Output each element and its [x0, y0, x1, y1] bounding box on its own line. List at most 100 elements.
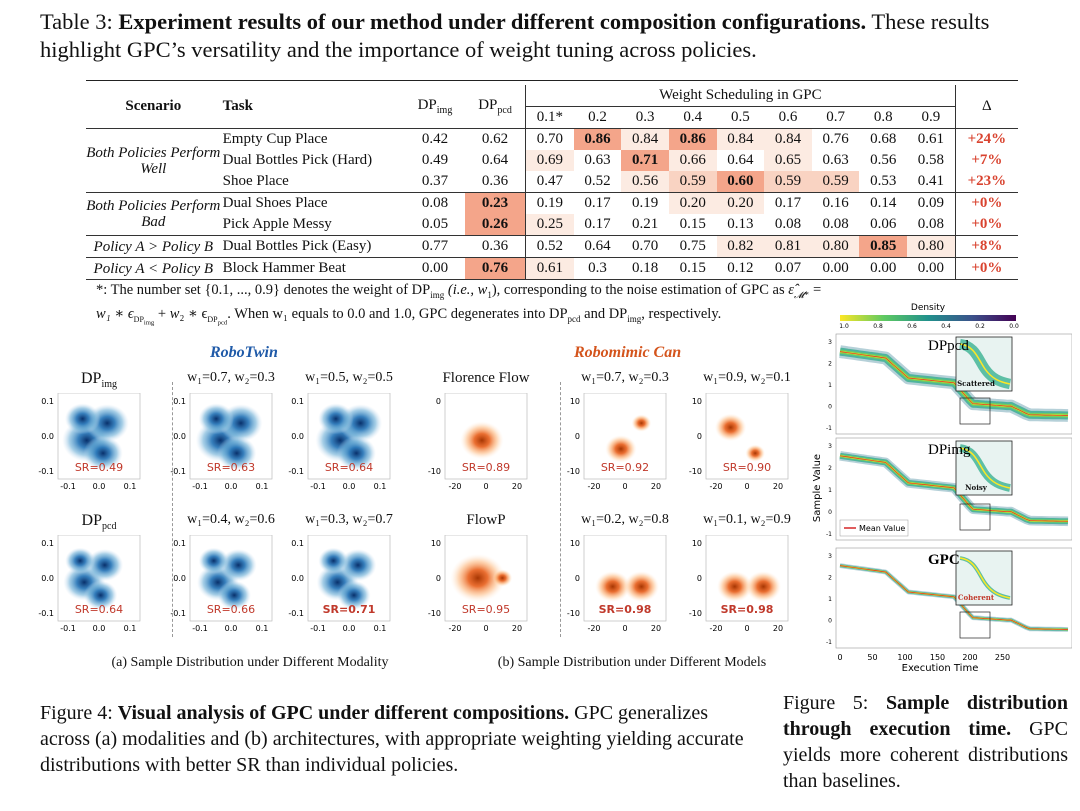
weight-cell: 0.52 [525, 235, 574, 258]
y-tick-label: 0 [436, 574, 441, 583]
y-tick-label: 1 [828, 487, 832, 494]
delta-cell: +7% [954, 150, 1018, 171]
weight-cell: 0.60 [716, 171, 765, 193]
delta-cell: +0% [954, 214, 1018, 236]
weight-cell: 0.56 [870, 152, 897, 168]
density-blob [492, 569, 513, 587]
col-dp-pcd: DPpcd [478, 97, 512, 116]
x-tick-label: 0.0 [93, 482, 106, 491]
weight-cell: 0.20 [716, 192, 765, 214]
robomimic-title: Robomimic Can [574, 344, 682, 361]
x-tick-label: -0.1 [60, 482, 76, 491]
y-tick-label: 3 [828, 443, 832, 450]
col-dp-img: DPimg [417, 97, 453, 116]
dp-img-cell: 0.08 [404, 192, 465, 214]
weight-cell: 0.06 [870, 216, 897, 232]
x-tick-label: 150 [930, 653, 945, 662]
density-label: Density [911, 303, 946, 313]
plot-label: w₁=0.7, w₂=0.3 [187, 370, 275, 385]
y-tick-label: -1 [826, 425, 832, 432]
weight-cell: 0.76 [811, 128, 860, 150]
y-axis-label: Sample Value [812, 454, 823, 522]
inset-density [959, 557, 1011, 599]
x-tick-label: 0.0 [343, 482, 356, 491]
success-rate-label: SR=0.64 [325, 461, 373, 474]
scenario-cell: Both Policies Perform Well [86, 128, 221, 193]
colorbar-tick: 0.2 [975, 323, 985, 330]
x-tick-label: 0.1 [256, 482, 269, 491]
x-tick-label: 0 [483, 482, 488, 491]
x-tick-label: 20 [512, 624, 522, 633]
x-tick-label: 0.1 [124, 482, 137, 491]
success-rate-label: SR=0.92 [601, 461, 649, 474]
mean-value-line [839, 351, 1069, 416]
density-blob [594, 571, 631, 603]
weight-cell: 0.18 [621, 257, 669, 280]
mean-value-line [839, 565, 1069, 630]
y-tick-label: 0 [828, 618, 832, 625]
density-blob [745, 444, 766, 462]
density-blob [318, 403, 354, 435]
plot-label: Florence Flow [442, 370, 530, 386]
y-tick-label: -0.1 [170, 467, 186, 476]
y-tick-label: 0.0 [173, 574, 186, 583]
execution-density-chart: Density 1.0 0.8 0.6 0.4 0.2 0.0 Scattered DPpcd 3… [812, 303, 1073, 674]
robotwin-title: RoboTwin [210, 344, 278, 361]
plot-label: DPimg [80, 370, 117, 390]
y-tick-label: 0 [575, 574, 580, 583]
y-tick-label: -1 [826, 531, 832, 538]
y-tick-label: 1 [828, 382, 832, 389]
weight-header: 0.4 [683, 109, 703, 125]
weight-cell: 0.71 [621, 150, 669, 171]
x-tick-label: -20 [709, 482, 722, 491]
weight-header: 0.8 [873, 109, 893, 125]
dp-pcd-cell: 0.23 [464, 192, 526, 214]
x-tick-label: 0 [622, 482, 627, 491]
density-colorbar [840, 315, 1016, 321]
table-row: Shoe Place 0.37 0.36 0.47 0.52 0.56 0.59 0.60 0.… [86, 171, 1018, 193]
figure5-plot: Density 1.0 0.8 0.6 0.4 0.2 0.0 Scattered DPpcd 3… [810, 298, 1073, 683]
density-blob [86, 549, 124, 582]
x-tick-label: -0.1 [310, 482, 326, 491]
weight-cell: 0.21 [632, 216, 659, 232]
y-tick-label: -0.1 [170, 609, 186, 618]
table-row: Dual Bottles Pick (Hard) 0.49 0.64 0.69 0.63… [86, 150, 1018, 171]
table-row: Both Policies Perform Bad Dual Shoes Plac… [86, 192, 1018, 236]
density-blob [219, 549, 257, 582]
task-cell: Block Hammer Beat [220, 257, 405, 280]
y-tick-label: -10 [428, 467, 441, 476]
x-tick-label: -20 [587, 482, 600, 491]
weight-cell: 0.00 [811, 257, 860, 280]
dp-img-cell: 0.37 [421, 173, 449, 189]
table-row: Pick Apple Messy 0.05 0.26 0.25 0.17 0.21 0.15… [86, 214, 1018, 236]
table-row: Policy A < Policy B Block Hammer Beat 0.00… [86, 257, 1018, 280]
density-plot-blue: SR=0.490.10.0-0.1-0.1 0.0 0.1 [38, 393, 141, 491]
y-tick-label: 3 [828, 339, 832, 346]
zoom-box [959, 611, 991, 639]
weight-cell: 0.59 [668, 171, 717, 193]
density-blob [198, 547, 229, 574]
dp-img-cell: 0.42 [404, 128, 465, 150]
delta-cell: +0% [954, 257, 1018, 280]
x-tick-label: -20 [709, 624, 722, 633]
mean-value-line [839, 455, 1069, 522]
weight-cell: 0.84 [764, 128, 812, 150]
dp-img-cell: 0.49 [421, 152, 449, 168]
y-tick-label: 10 [692, 539, 702, 548]
density-blob [318, 547, 349, 574]
table-row: Policy A > Policy B Dual Bottles Pick (Ea… [86, 235, 1018, 258]
y-tick-label: 2 [828, 361, 832, 368]
success-rate-label: SR=0.98 [721, 603, 774, 616]
x-tick-label: 0.0 [225, 624, 238, 633]
weight-cell: 0.85 [859, 235, 908, 258]
density-blob [83, 436, 123, 471]
delta-cell: +8% [954, 235, 1018, 258]
weight-cell: 0.56 [621, 171, 669, 193]
y-tick-label: 0.1 [173, 397, 186, 406]
weight-cell: 0.08 [822, 216, 849, 232]
weight-cell: 0.15 [679, 216, 706, 232]
weight-cell: 0.47 [525, 171, 574, 193]
plot-label: DPpcd [81, 512, 117, 532]
weight-cell: 0.86 [573, 128, 622, 150]
x-tick-label: 0 [744, 624, 749, 633]
